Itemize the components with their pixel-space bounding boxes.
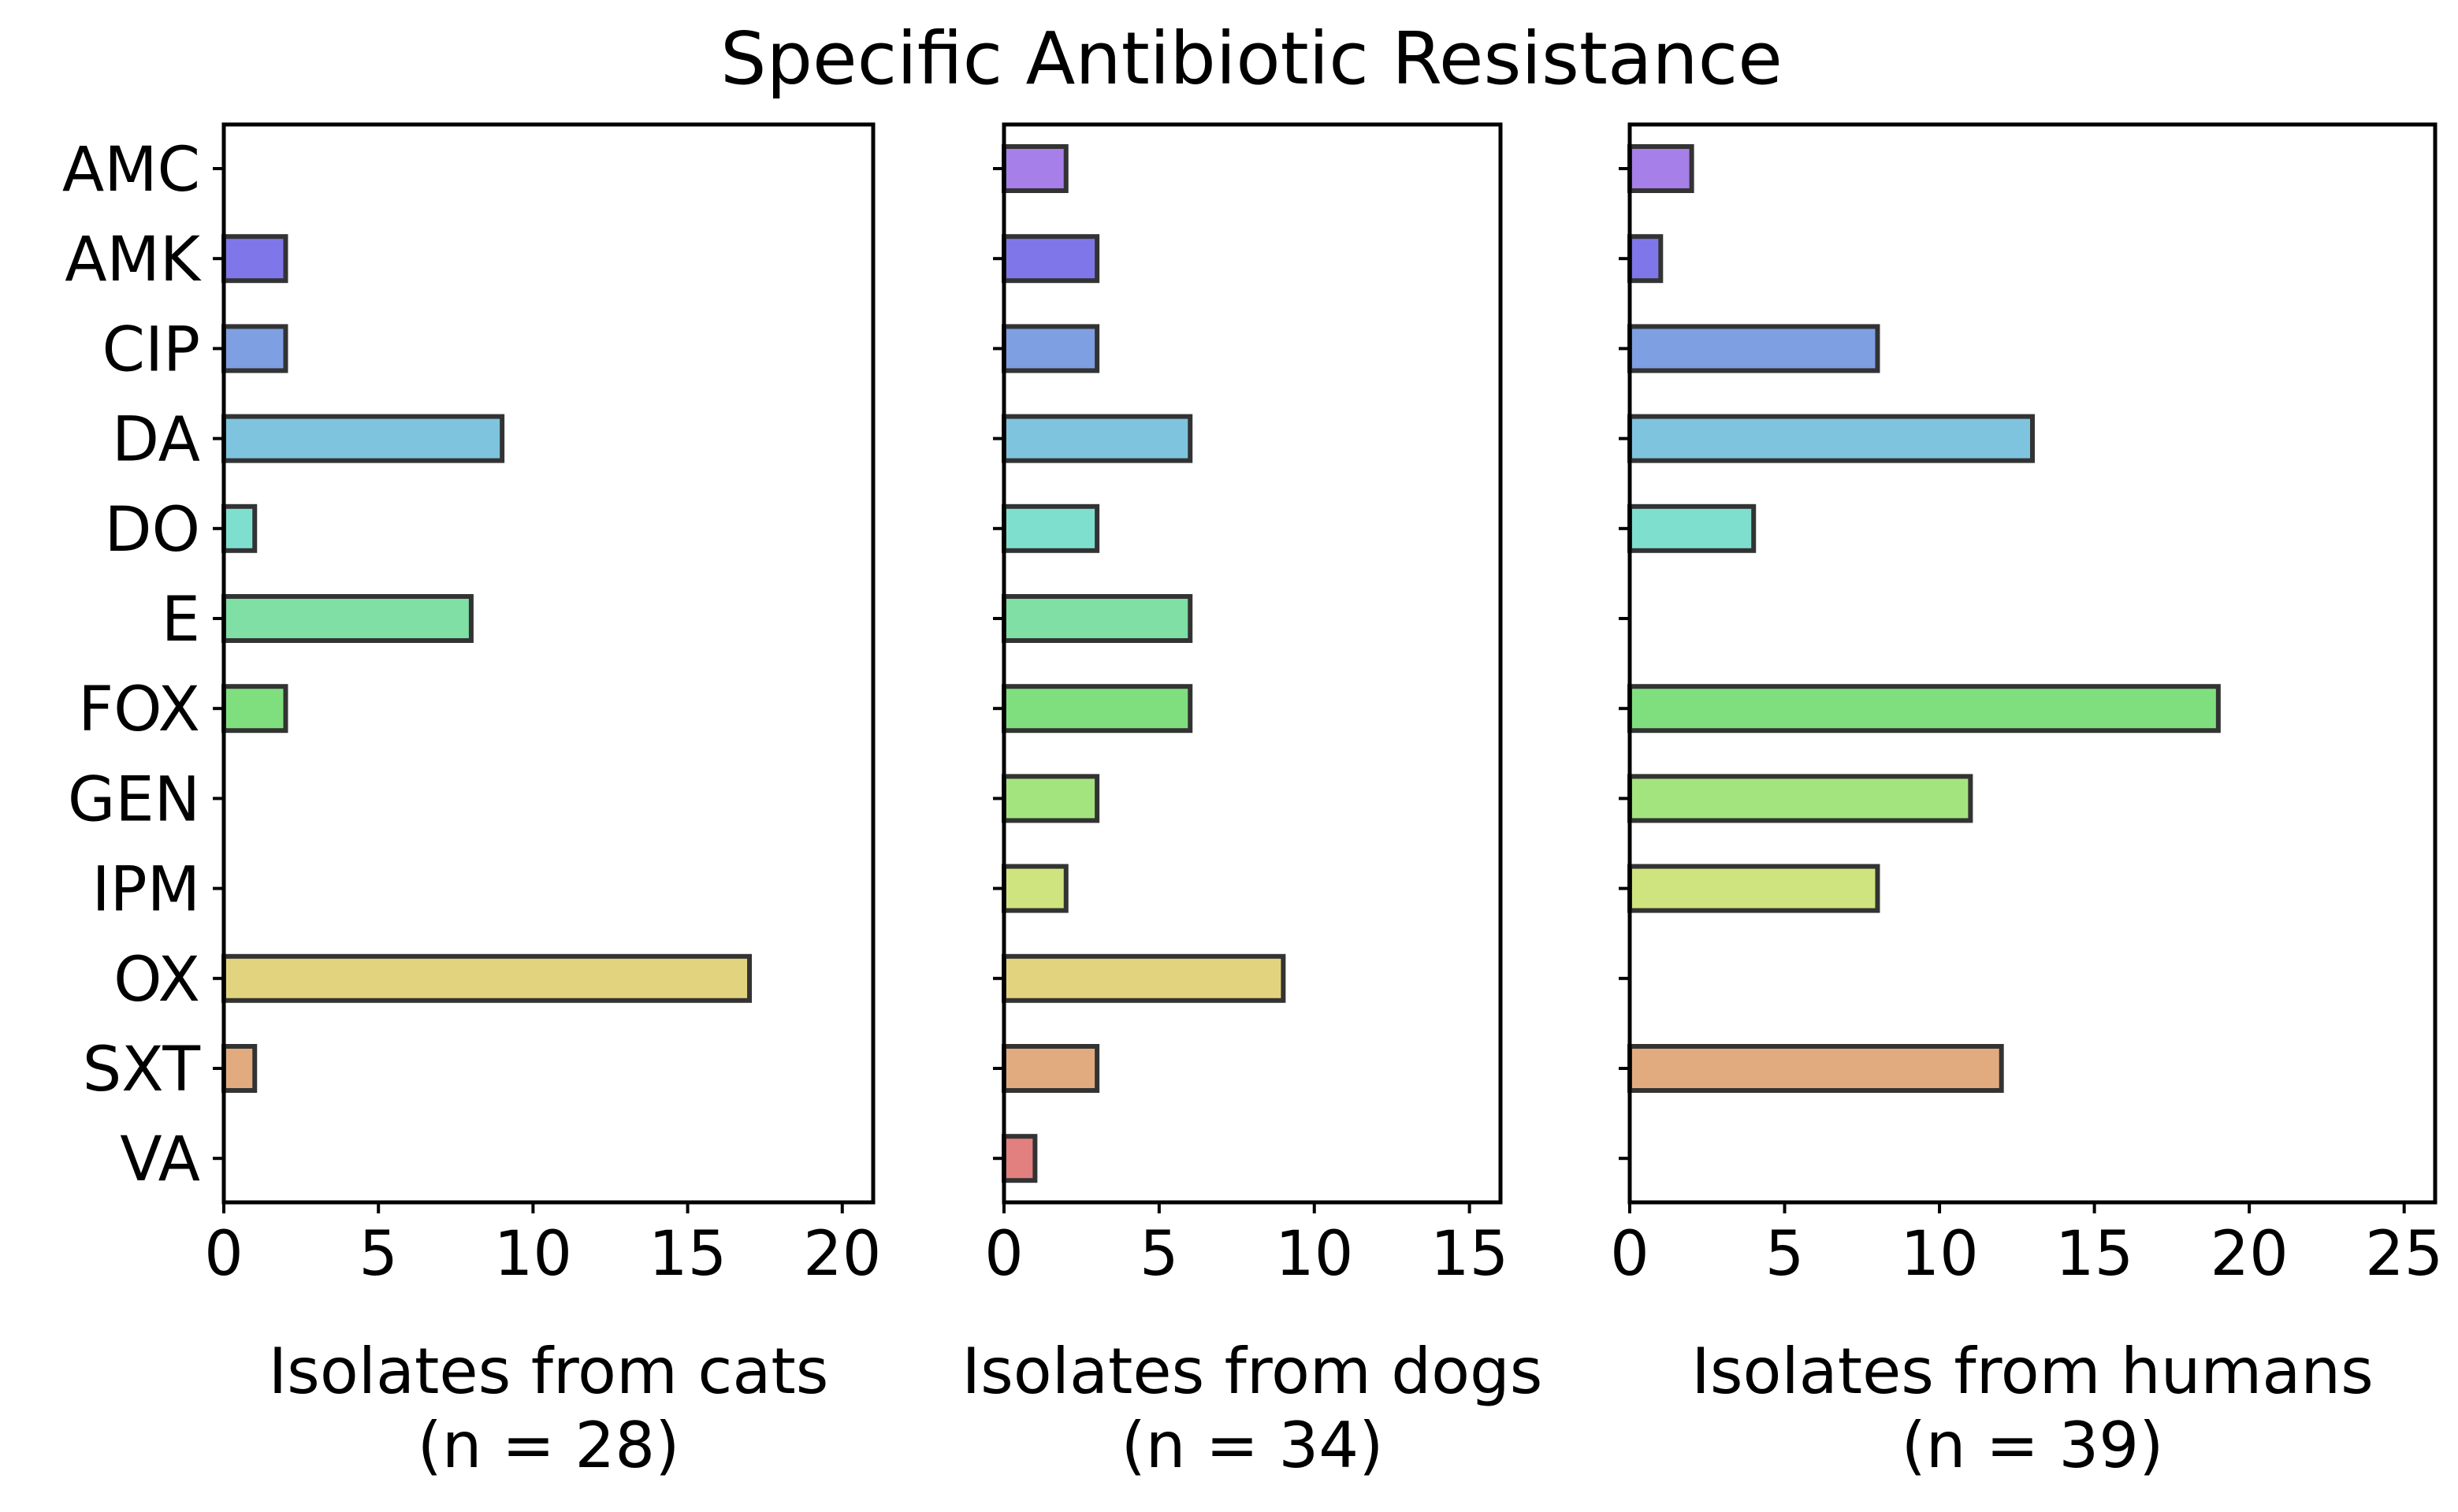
bar-ox <box>221 953 753 1003</box>
x-tick-label: 5 <box>359 1219 398 1290</box>
bar-gen <box>1627 774 1973 823</box>
bar-do <box>1002 503 1100 553</box>
bar-ipm <box>1002 864 1069 913</box>
bar-e <box>1002 594 1193 643</box>
x-tick-label: 5 <box>1765 1219 1805 1290</box>
x-axis-sample-size: (n = 28) <box>418 1409 680 1482</box>
category-label-fox: FOX <box>78 674 200 745</box>
bar-da <box>221 414 505 463</box>
x-tick-label: 0 <box>1610 1219 1649 1290</box>
x-tick-label: 10 <box>1900 1219 1978 1290</box>
x-tick-label: 15 <box>1430 1219 1508 1290</box>
bar-gen <box>1002 774 1100 823</box>
bar-do <box>221 503 258 553</box>
bar-amk <box>1627 234 1664 284</box>
bar-sxt <box>1002 1044 1100 1093</box>
category-label-ox: OX <box>113 945 200 1016</box>
category-label-e: E <box>162 585 200 656</box>
chart-title: Specific Antibiotic Resistance <box>720 17 1783 101</box>
bar-va <box>1002 1134 1038 1183</box>
bar-amc <box>1627 144 1694 193</box>
bar-da <box>1627 414 2035 463</box>
x-tick-label: 0 <box>204 1219 244 1290</box>
x-tick-label: 0 <box>984 1219 1024 1290</box>
bar-da <box>1002 414 1193 463</box>
panel-frame <box>221 122 876 1205</box>
x-tick-label: 15 <box>2055 1219 2133 1290</box>
x-axis-sample-size: (n = 39) <box>1902 1409 2164 1482</box>
x-axis-sample-size: (n = 34) <box>1121 1409 1384 1482</box>
bar-ipm <box>1627 864 1880 913</box>
x-tick-label: 10 <box>1275 1219 1353 1290</box>
bar-sxt <box>221 1044 258 1093</box>
bar-cip <box>1627 324 1880 373</box>
bar-sxt <box>1627 1044 2004 1093</box>
panel-frame <box>1002 122 1503 1205</box>
x-tick-label: 20 <box>803 1219 881 1290</box>
bar-cip <box>1002 324 1100 373</box>
category-label-amc: AMC <box>62 135 200 206</box>
x-tick-label: 20 <box>2211 1219 2289 1290</box>
bar-cip <box>221 324 288 373</box>
panel-1: AMC AMK CIP DA DO E FOX GEN IPM OX SXT VA0 5 10 15 20 Is… <box>62 122 881 1482</box>
x-axis-label: Isolates from humans <box>1691 1335 2374 1408</box>
panel-2: 0 5 10 15 Isolates from dogs(n = 34) <box>962 122 1543 1482</box>
bar-amc <box>1002 144 1069 193</box>
category-label-da: DA <box>112 405 200 476</box>
category-label-ipm: IPM <box>92 855 200 926</box>
category-label-do: DO <box>105 495 200 566</box>
x-axis-label: Isolates from cats <box>269 1335 829 1408</box>
category-label-gen: GEN <box>68 764 200 835</box>
category-label-va: VA <box>120 1124 200 1195</box>
x-tick-label: 5 <box>1140 1219 1179 1290</box>
x-tick-label: 15 <box>649 1219 727 1290</box>
category-label-cip: CIP <box>102 314 200 385</box>
x-tick-label: 25 <box>2365 1219 2443 1290</box>
x-tick-label: 10 <box>494 1219 572 1290</box>
bar-amk <box>221 234 288 284</box>
panel-frame <box>1627 122 2438 1205</box>
bar-fox <box>1002 684 1193 734</box>
category-label-amk: AMK <box>65 225 202 295</box>
bar-ox <box>1002 953 1286 1003</box>
bar-fox <box>221 684 288 734</box>
bar-do <box>1627 503 1757 553</box>
category-label-sxt: SXT <box>83 1035 201 1105</box>
bar-fox <box>1627 684 2221 734</box>
bar-amk <box>1002 234 1100 284</box>
x-axis-label: Isolates from dogs <box>962 1335 1543 1408</box>
bar-e <box>221 594 474 643</box>
panel-3: 0 5 10 15 20 25 Isolates from humans(n = 39) <box>1610 122 2443 1482</box>
